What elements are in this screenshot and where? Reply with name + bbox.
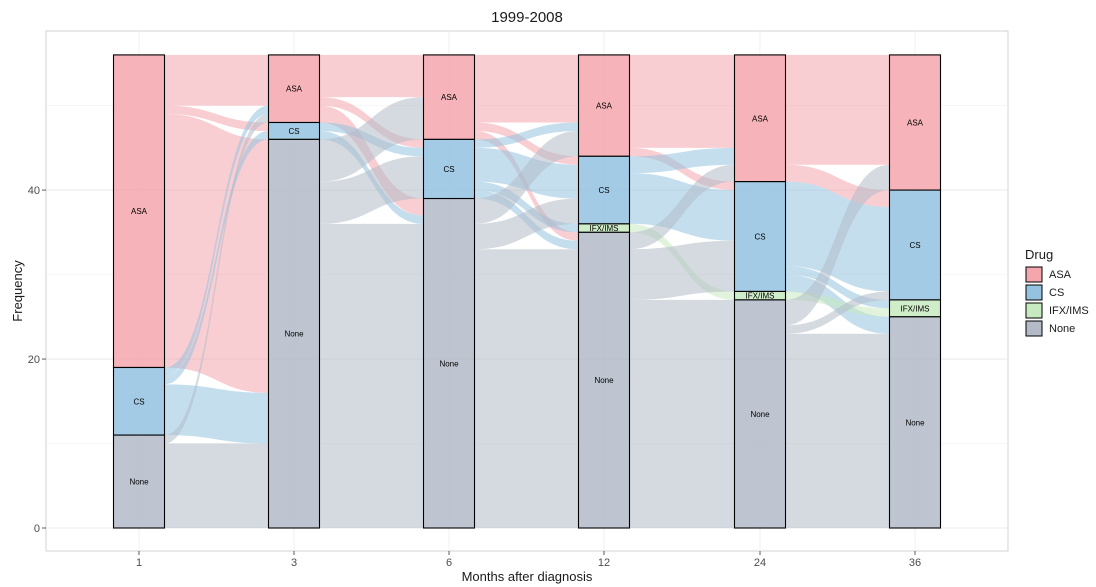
- stratum-label-12-none: None: [594, 376, 614, 385]
- strata-layer: [112, 54, 942, 529]
- stratum-label-6-none: None: [439, 359, 459, 368]
- stratum-3-asa: [267, 54, 321, 124]
- stratum-label-24-asa: ASA: [752, 114, 769, 123]
- legend-label-cs: CS: [1049, 287, 1064, 299]
- stratum-label-36-none: None: [905, 418, 925, 427]
- stratum-label-12-cs: CS: [598, 186, 609, 195]
- flow-1-to-3-cs-asa: [164, 105, 269, 376]
- stratum-label-3-cs: CS: [288, 127, 299, 136]
- stratum-6-none: [422, 197, 476, 529]
- stratum-36-cs: [888, 189, 942, 301]
- stratum-12-none: [577, 231, 631, 529]
- flow-3-to-6-asa-asa: [319, 54, 424, 98]
- flow-6-to-12-cs-asa: [474, 122, 579, 148]
- stratum-label-6-cs: CS: [443, 165, 454, 174]
- flow-12-to-24-asa-asa: [629, 54, 735, 148]
- stratum-6-cs: [422, 138, 476, 200]
- stratum-label-12-asa: ASA: [596, 102, 613, 111]
- flow-6-to-12-asa-asa: [474, 54, 579, 123]
- y-axis: 0 20 40: [28, 185, 46, 535]
- stratum-label-3-asa: ASA: [286, 85, 303, 94]
- stratum-label-1-asa: ASA: [131, 207, 148, 216]
- x-axis-title: Months after diagnosis: [462, 569, 593, 584]
- stratum-label-6-asa: ASA: [441, 93, 458, 102]
- y-axis-title: Frequency: [10, 260, 25, 322]
- flow-1-to-3-none-none: [164, 443, 269, 528]
- flow-6-to-12-none-cs: [474, 198, 579, 250]
- legend-label-ifx-ims: IFX/IMS: [1049, 305, 1089, 317]
- stratum-6-asa: [422, 54, 476, 140]
- flow-24-to-36-none-none: [785, 333, 890, 528]
- flow-1-to-3-cs-none: [164, 384, 269, 444]
- x-tick-label-2: 6: [446, 557, 452, 569]
- flow-6-to-12-none-asa: [474, 130, 579, 224]
- stratum-label-3-none: None: [284, 330, 304, 339]
- flow-1-to-3-cs-cs: [164, 130, 269, 385]
- y-tick-label-2: 40: [28, 185, 40, 197]
- flow-1-to-3-asa-cs: [164, 105, 269, 131]
- x-tick-label-3: 12: [598, 557, 610, 569]
- stratum-label-36-ifx-ims: IFX/IMS: [901, 304, 930, 313]
- flow-3-to-6-none-cs: [319, 156, 424, 224]
- flow-6-to-12-none-none: [474, 249, 579, 528]
- flow-1-to-3-asa-asa: [164, 54, 269, 106]
- x-tick-label-0: 1: [136, 557, 142, 569]
- legend-title: Drug: [1025, 247, 1053, 262]
- stratum-labels-layer: ASA CS None ASA CS None ASA CS None ASA CS IFX/IMS N…: [129, 85, 929, 487]
- flow-3-to-6-none-asa: [319, 97, 424, 182]
- x-tick-label-4: 24: [754, 557, 766, 569]
- stratum-24-asa: [733, 54, 787, 183]
- flow-24-to-36-none-asa: [785, 164, 890, 326]
- legend-key-asa: [1025, 266, 1043, 283]
- flow-12-to-24-cs-asa: [629, 147, 735, 174]
- stratum-1-cs: [112, 366, 166, 436]
- y-tick-label-1: 20: [28, 354, 40, 366]
- legend: Drug ASA CS IFX/IMS None: [1025, 247, 1089, 337]
- stratum-1-asa: [112, 54, 166, 369]
- stratum-36-asa: [888, 54, 942, 191]
- legend-key-ifx-ims: [1025, 302, 1043, 319]
- flows-layer: [164, 54, 890, 528]
- flow-3-to-6-none-none: [319, 223, 424, 528]
- legend-key-none: [1025, 320, 1043, 337]
- stratum-1-none: [112, 434, 166, 529]
- stratum-36-none: [888, 316, 942, 529]
- stratum-3-none: [267, 138, 321, 529]
- x-tick-label-1: 3: [291, 557, 297, 569]
- flow-24-to-36-asa-asa: [785, 54, 890, 165]
- stratum-label-24-none: None: [750, 410, 770, 419]
- stratum-label-24-cs: CS: [754, 233, 765, 242]
- x-axis: 1 3 6 12 24 36: [136, 551, 921, 569]
- x-tick-label-5: 36: [909, 557, 921, 569]
- flow-1-to-3-none-asa: [164, 114, 269, 444]
- flow-12-to-24-none-none: [629, 299, 735, 528]
- legend-label-asa: ASA: [1049, 269, 1072, 281]
- flow-12-to-24-none-asa: [629, 164, 735, 250]
- y-tick-label-0: 0: [34, 523, 40, 535]
- stratum-label-12-ifx-ims: IFX/IMS: [590, 224, 619, 233]
- chart-title: 1999-2008: [491, 9, 563, 26]
- flow-24-to-36-none-cs: [785, 291, 890, 334]
- stratum-label-24-ifx-ims: IFX/IMS: [746, 292, 775, 301]
- legend-key-cs: [1025, 284, 1043, 301]
- stratum-label-1-none: None: [129, 478, 149, 487]
- stratum-24-cs: [733, 181, 787, 293]
- legend-label-none: None: [1049, 323, 1075, 335]
- stratum-label-36-asa: ASA: [907, 118, 924, 127]
- stratum-12-asa: [577, 54, 631, 157]
- stratum-24-none: [733, 299, 787, 529]
- flow-12-to-24-none-cs: [629, 240, 735, 300]
- stratum-label-1-cs: CS: [133, 397, 144, 406]
- stratum-label-36-cs: CS: [909, 241, 920, 250]
